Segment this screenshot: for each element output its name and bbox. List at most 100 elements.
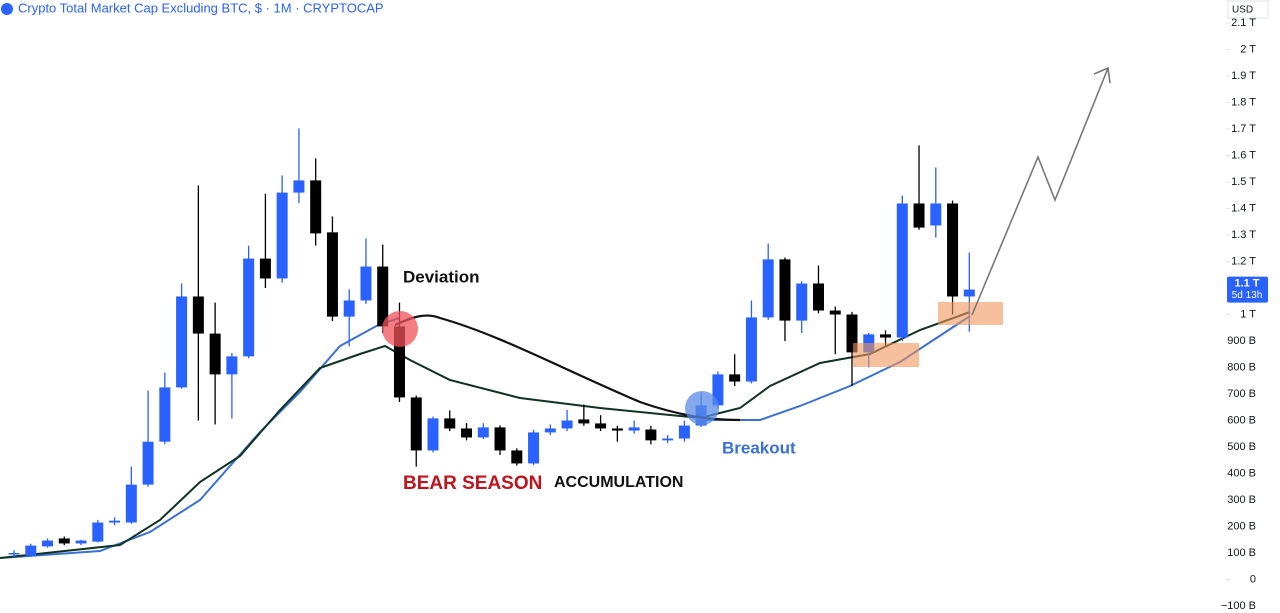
candle-body [729,374,741,382]
candle-body [494,427,506,451]
y-tick-label: 800 B [1227,361,1256,373]
moving-average-slow [0,311,971,559]
candle-body [209,333,221,375]
candle-body [360,266,372,301]
candle-body [25,545,37,556]
y-tick-label: 1.5 T [1231,176,1256,188]
candle-body [595,423,607,429]
y-tick-label: 1.4 T [1231,202,1256,214]
y-tick-label: 1.7 T [1231,123,1256,135]
candle-body [176,296,188,388]
candle-body [142,441,154,485]
y-tick-label: 200 B [1227,520,1256,532]
annotation: Deviation [403,267,480,286]
y-tick-label: 1.9 T [1231,70,1256,82]
candle-body [645,429,657,441]
y-tick-label: 1.2 T [1231,255,1256,267]
price-label: 1.1 T [1234,277,1259,289]
y-tick-label: 0 [1250,573,1256,585]
candle-body [578,419,590,424]
candle-body [444,418,456,429]
candle-body [377,266,389,327]
deviation-marker [382,311,418,347]
candle-body [745,317,757,382]
candle-body [461,428,473,438]
candle-body [427,418,439,451]
y-tick-label: 1 T [1240,308,1256,320]
support-zone [853,343,919,367]
y-tick-label: 900 B [1227,335,1256,347]
candle-body [410,397,422,451]
candle-body [259,258,271,279]
currency-button[interactable] [1227,0,1269,19]
candle-body [628,427,640,431]
symbol-icon [1,3,13,15]
candle-body [829,310,841,315]
candle-body [611,428,623,431]
price-box [1227,276,1268,303]
candle-body [58,538,70,544]
y-tick-label: 700 B [1227,388,1256,400]
candle-body [310,180,322,234]
candle-body [75,540,87,544]
candle-body [192,296,204,334]
candle-body [779,259,791,321]
candle-body [846,314,858,353]
y-tick-label: 600 B [1227,414,1256,426]
candle-body [796,283,808,321]
candles [8,128,975,557]
y-tick-label: 2.1 T [1231,17,1256,29]
candle-body [42,540,54,547]
y-tick-label: 1.3 T [1231,229,1256,241]
candle-body [326,232,338,317]
candle-body [528,432,540,464]
countdown: 5d 13h [1232,290,1263,301]
y-tick-label: 2 T [1240,43,1256,55]
candle-body [913,203,925,228]
candle-body [812,283,824,311]
candle-body [561,420,573,429]
candle-body [963,289,975,297]
y-tick-label: 1.8 T [1231,96,1256,108]
candle-body [8,553,20,555]
candle-body [662,438,674,441]
currency[interactable]: USD [1232,5,1253,16]
candle-body [511,450,523,464]
candle-body [762,259,774,318]
arrow-head [1093,66,1111,84]
support-zone [938,302,1003,325]
candle-body [896,203,908,338]
breakout-marker [685,391,719,425]
moving-average-fast [0,317,401,559]
candle-body [712,374,724,406]
candle-body [226,356,238,375]
y-tick-label: 1.6 T [1231,149,1256,161]
candle-body [930,203,942,226]
y-tick-label: 300 B [1227,494,1256,506]
candle-body [159,387,171,442]
candle-body [343,300,355,317]
chart-title: Crypto Total Market Cap Excluding BTC, $… [18,0,384,15]
candle-body [393,326,405,398]
candle-body [109,520,121,523]
candle-body [544,428,556,433]
candle-body [243,258,255,357]
candle-body [293,180,305,193]
candle-body [125,484,137,523]
y-tick-label: 400 B [1227,467,1256,479]
candle-body [880,334,892,338]
candle-body [947,203,959,297]
last-price: 1.1 T5d 13h [1227,276,1268,303]
y-axis: −100 B 0 100 B 200 B 300 B 400 B 500 B 600 B 700… [1221,17,1256,612]
candle-body [678,425,690,439]
candle-body [276,192,288,279]
candle-body [477,427,489,438]
candle-body [92,522,104,542]
projection-arrow [971,67,1109,316]
annotation: Breakout [722,438,796,457]
annotation: ACCUMULATION [554,474,683,491]
y-tick-label: 500 B [1227,441,1256,453]
y-tick-label: 100 B [1227,547,1256,559]
y-tick-label: −100 B [1221,600,1256,612]
annotation: BEAR SEASON [403,473,542,494]
